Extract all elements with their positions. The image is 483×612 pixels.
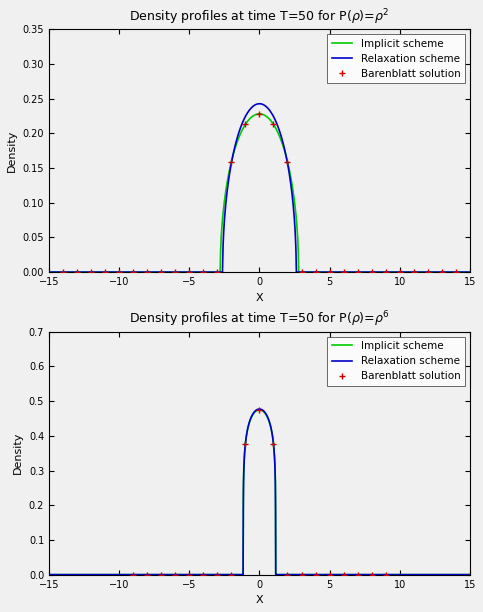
Barenblatt solution bbox=[369, 571, 374, 578]
Barenblatt solution bbox=[284, 571, 290, 578]
Barenblatt solution bbox=[355, 269, 360, 276]
Barenblatt solution bbox=[439, 269, 445, 276]
Implicit scheme bbox=[46, 269, 52, 276]
Title: Density profiles at time T=50 for P($\rho$)=$\rho^2$: Density profiles at time T=50 for P($\rh… bbox=[129, 7, 390, 26]
Relaxation scheme bbox=[467, 269, 473, 276]
Line: Barenblatt solution: Barenblatt solution bbox=[59, 110, 459, 275]
Relaxation scheme bbox=[68, 571, 73, 578]
Barenblatt solution bbox=[228, 158, 234, 165]
Relaxation scheme bbox=[455, 571, 461, 578]
Implicit scheme bbox=[240, 571, 245, 578]
Barenblatt solution bbox=[256, 406, 262, 414]
Relaxation scheme bbox=[378, 571, 384, 578]
Implicit scheme bbox=[455, 571, 461, 578]
Relaxation scheme bbox=[467, 571, 473, 578]
Title: Density profiles at time T=50 for P($\rho$)=$\rho^6$: Density profiles at time T=50 for P($\rh… bbox=[129, 310, 390, 329]
Barenblatt solution bbox=[200, 269, 206, 276]
Line: Barenblatt solution: Barenblatt solution bbox=[130, 406, 389, 578]
Barenblatt solution bbox=[298, 571, 304, 578]
Implicit scheme bbox=[251, 112, 256, 119]
Barenblatt solution bbox=[298, 269, 304, 276]
Barenblatt solution bbox=[158, 269, 164, 276]
Barenblatt solution bbox=[242, 440, 248, 447]
X-axis label: X: X bbox=[256, 293, 263, 302]
Relaxation scheme bbox=[68, 269, 73, 276]
Y-axis label: Density: Density bbox=[13, 432, 23, 474]
Barenblatt solution bbox=[102, 269, 108, 276]
Y-axis label: Density: Density bbox=[7, 130, 17, 172]
Barenblatt solution bbox=[130, 571, 136, 578]
Barenblatt solution bbox=[158, 571, 164, 578]
Line: Implicit scheme: Implicit scheme bbox=[49, 410, 470, 575]
Barenblatt solution bbox=[341, 269, 346, 276]
Barenblatt solution bbox=[186, 269, 192, 276]
Implicit scheme bbox=[378, 571, 384, 578]
Relaxation scheme bbox=[240, 119, 245, 126]
Barenblatt solution bbox=[327, 269, 332, 276]
Barenblatt solution bbox=[327, 571, 332, 578]
Barenblatt solution bbox=[144, 269, 150, 276]
Barenblatt solution bbox=[383, 269, 389, 276]
Barenblatt solution bbox=[355, 571, 360, 578]
Barenblatt solution bbox=[116, 269, 122, 276]
Barenblatt solution bbox=[242, 121, 248, 128]
Implicit scheme bbox=[68, 269, 73, 276]
Implicit scheme bbox=[455, 571, 461, 578]
Implicit scheme bbox=[240, 126, 245, 133]
Line: Relaxation scheme: Relaxation scheme bbox=[49, 103, 470, 272]
Barenblatt solution bbox=[60, 269, 66, 276]
Barenblatt solution bbox=[313, 571, 318, 578]
Barenblatt solution bbox=[74, 269, 80, 276]
Barenblatt solution bbox=[172, 269, 178, 276]
Barenblatt solution bbox=[383, 571, 389, 578]
Barenblatt solution bbox=[228, 571, 234, 578]
Implicit scheme bbox=[46, 571, 52, 578]
Relaxation scheme bbox=[455, 571, 461, 578]
Barenblatt solution bbox=[172, 571, 178, 578]
Barenblatt solution bbox=[425, 269, 431, 276]
Barenblatt solution bbox=[200, 571, 206, 578]
Barenblatt solution bbox=[214, 269, 220, 276]
Relaxation scheme bbox=[251, 102, 256, 110]
Legend: Implicit scheme, Relaxation scheme, Barenblatt solution: Implicit scheme, Relaxation scheme, Bare… bbox=[327, 337, 465, 386]
Implicit scheme bbox=[256, 110, 262, 118]
Implicit scheme bbox=[68, 571, 73, 578]
Implicit scheme bbox=[256, 406, 262, 414]
Barenblatt solution bbox=[270, 440, 276, 447]
Line: Implicit scheme: Implicit scheme bbox=[49, 114, 470, 272]
Relaxation scheme bbox=[455, 269, 461, 276]
Implicit scheme bbox=[467, 269, 473, 276]
Barenblatt solution bbox=[256, 110, 262, 118]
Barenblatt solution bbox=[144, 571, 150, 578]
Barenblatt solution bbox=[186, 571, 192, 578]
Implicit scheme bbox=[455, 269, 461, 276]
Implicit scheme bbox=[378, 269, 384, 276]
Barenblatt solution bbox=[270, 121, 276, 128]
Relaxation scheme bbox=[256, 100, 262, 107]
Implicit scheme bbox=[251, 410, 256, 417]
Barenblatt solution bbox=[88, 269, 94, 276]
Barenblatt solution bbox=[369, 269, 374, 276]
Barenblatt solution bbox=[313, 269, 318, 276]
Barenblatt solution bbox=[214, 571, 220, 578]
X-axis label: X: X bbox=[256, 595, 263, 605]
Line: Relaxation scheme: Relaxation scheme bbox=[49, 409, 470, 575]
Relaxation scheme bbox=[46, 571, 52, 578]
Relaxation scheme bbox=[378, 269, 384, 276]
Barenblatt solution bbox=[284, 158, 290, 165]
Barenblatt solution bbox=[397, 269, 403, 276]
Barenblatt solution bbox=[130, 269, 136, 276]
Barenblatt solution bbox=[411, 269, 417, 276]
Implicit scheme bbox=[455, 269, 461, 276]
Relaxation scheme bbox=[251, 409, 256, 416]
Legend: Implicit scheme, Relaxation scheme, Barenblatt solution: Implicit scheme, Relaxation scheme, Bare… bbox=[327, 34, 465, 83]
Implicit scheme bbox=[467, 571, 473, 578]
Barenblatt solution bbox=[453, 269, 459, 276]
Relaxation scheme bbox=[240, 571, 245, 578]
Relaxation scheme bbox=[46, 269, 52, 276]
Barenblatt solution bbox=[341, 571, 346, 578]
Relaxation scheme bbox=[256, 405, 262, 412]
Relaxation scheme bbox=[455, 269, 461, 276]
